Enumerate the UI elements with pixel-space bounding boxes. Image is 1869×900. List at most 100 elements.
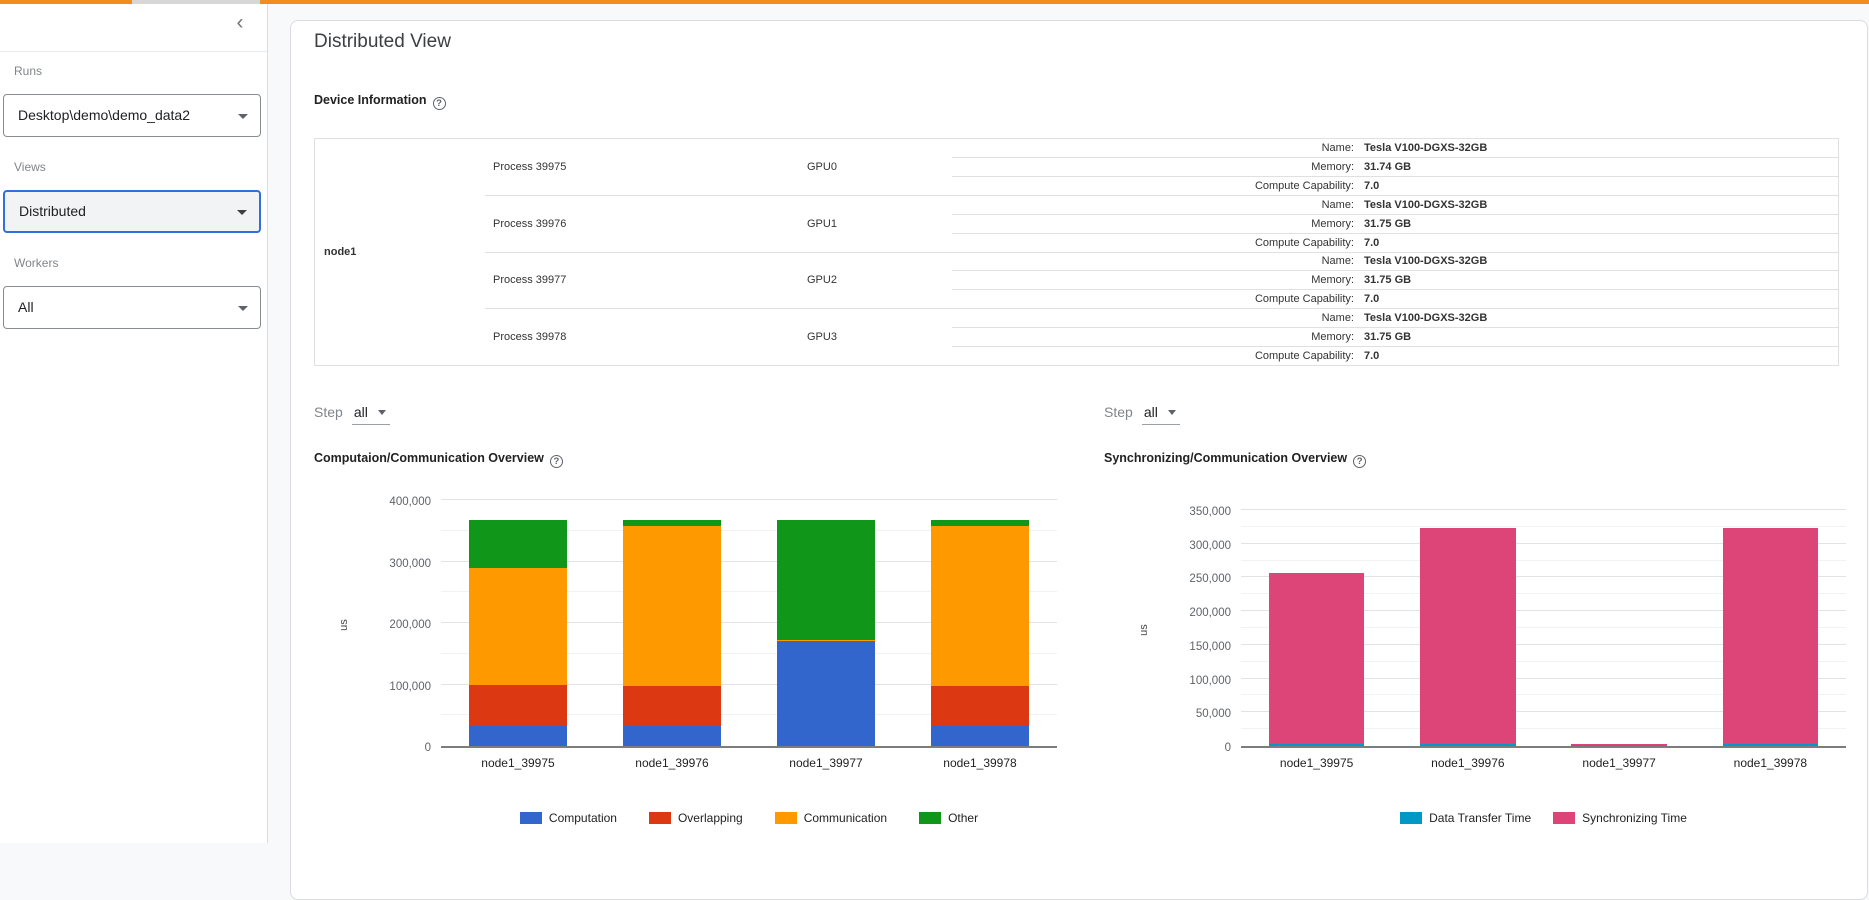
legend: Data Transfer Time Synchronizing Time — [1241, 811, 1846, 825]
gpu-cell: GPU3 — [782, 309, 952, 365]
bar-segment-computation[interactable] — [777, 642, 874, 746]
field-label: Compute Capability: — [952, 237, 1354, 249]
legend-item: Other — [919, 811, 978, 825]
bar-segment-data-transfer-time[interactable] — [1420, 744, 1515, 746]
process-cell: Process 39975 — [485, 139, 782, 195]
field-value: 31.75 GB — [1354, 274, 1838, 286]
dropdown-caret-icon — [238, 114, 248, 119]
bar-segment-other[interactable] — [623, 520, 720, 527]
bar-segment-computation[interactable] — [623, 726, 720, 746]
dropdown-caret-icon — [238, 306, 248, 311]
category-label: node1_39976 — [1392, 756, 1543, 770]
distributed-view-card: Distributed View Device Information? nod… — [290, 20, 1868, 900]
bar-segment-other[interactable] — [777, 520, 874, 641]
device-information-header: Device Information? — [314, 93, 446, 110]
field-label: Name: — [952, 312, 1354, 324]
bar-segment-overlapping[interactable] — [931, 686, 1028, 727]
runs-select-value: Desktop\demo\demo_data2 — [18, 107, 190, 123]
field-label: Memory: — [952, 331, 1354, 343]
legend-swatch — [649, 812, 671, 824]
bar-segment-other[interactable] — [469, 520, 566, 568]
stacked-bar[interactable] — [1420, 528, 1515, 746]
y-tick-label: 200,000 — [1189, 607, 1231, 619]
stacked-bar[interactable] — [1269, 573, 1364, 746]
bar-segment-communication[interactable] — [469, 568, 566, 685]
step-caret-icon — [1168, 410, 1176, 415]
workers-label: Workers — [14, 256, 58, 270]
plot-area — [441, 502, 1057, 748]
bar-segment-data-transfer-time[interactable] — [1571, 745, 1666, 746]
bar-segment-other[interactable] — [931, 520, 1028, 527]
field-value: 7.0 — [1354, 350, 1838, 362]
chevron-left-icon[interactable]: ‹ — [227, 10, 253, 36]
bar-segment-data-transfer-time[interactable] — [1723, 744, 1818, 746]
field-value: 7.0 — [1354, 180, 1838, 192]
bar-slot — [441, 502, 595, 746]
help-icon[interactable]: ? — [550, 455, 563, 468]
gpu-memory-row: Memory:31.74 GB — [952, 157, 1838, 176]
field-label: Compute Capability: — [952, 350, 1354, 362]
runs-select[interactable]: Desktop\demo\demo_data2 — [3, 94, 261, 137]
legend-label: Data Transfer Time — [1429, 811, 1531, 825]
right-chart-title: Synchronizing/Communication Overview? — [1104, 451, 1366, 468]
field-label: Name: — [952, 199, 1354, 211]
bar-segment-synchronizing-time[interactable] — [1269, 573, 1364, 744]
legend-swatch — [1553, 812, 1575, 824]
bar-segment-communication[interactable] — [931, 526, 1028, 685]
gpu-memory-row: Memory:31.75 GB — [952, 214, 1838, 233]
bar-segment-data-transfer-time[interactable] — [1269, 744, 1364, 746]
stacked-bar[interactable] — [1571, 744, 1666, 746]
stacked-bar[interactable] — [469, 520, 566, 746]
bar-segment-synchronizing-time[interactable] — [1420, 528, 1515, 744]
process-cell: Process 39977 — [485, 253, 782, 309]
sidebar-divider — [0, 51, 267, 52]
node-cell: node1 — [315, 139, 485, 365]
gridline — [1241, 509, 1846, 510]
help-icon[interactable]: ? — [1353, 455, 1366, 468]
bar-segment-overlapping[interactable] — [469, 685, 566, 727]
views-select[interactable]: Distributed — [3, 190, 261, 233]
bar-slot — [1695, 512, 1846, 746]
bar-segment-computation[interactable] — [469, 726, 566, 746]
legend-item: Data Transfer Time — [1400, 811, 1531, 825]
gpu-compute-row: Compute Capability:7.0 — [952, 346, 1838, 365]
bar-slot — [1544, 512, 1695, 746]
help-icon[interactable]: ? — [433, 97, 446, 110]
stacked-bar[interactable] — [1723, 528, 1818, 746]
field-label: Memory: — [952, 274, 1354, 286]
y-tick-label: 50,000 — [1196, 708, 1231, 720]
bars-layer — [1241, 512, 1846, 746]
bar-segment-computation[interactable] — [931, 726, 1028, 746]
field-value: 7.0 — [1354, 237, 1838, 249]
workers-select[interactable]: All — [3, 286, 261, 329]
gpu-compute-row: Compute Capability:7.0 — [952, 289, 1838, 308]
stacked-bar[interactable] — [777, 520, 874, 746]
category-label: node1_39977 — [749, 756, 903, 770]
step-select-left[interactable]: all — [352, 404, 390, 425]
stacked-bar[interactable] — [931, 520, 1028, 746]
category-label: node1_39978 — [903, 756, 1057, 770]
legend-label: Computation — [549, 811, 617, 825]
bar-segment-synchronizing-time[interactable] — [1723, 528, 1818, 744]
bar-segment-overlapping[interactable] — [623, 686, 720, 726]
y-tick-label: 350,000 — [1189, 506, 1231, 518]
bar-segment-communication[interactable] — [623, 526, 720, 685]
bar-slot — [1241, 512, 1392, 746]
stacked-bar[interactable] — [623, 520, 720, 746]
legend-item: Synchronizing Time — [1553, 811, 1687, 825]
left-chart-title: Computaion/Communication Overview? — [314, 451, 563, 468]
gpu-cell: GPU0 — [782, 139, 952, 195]
y-tick-label: 0 — [425, 742, 431, 754]
bars-layer — [441, 502, 1057, 746]
step-select-right[interactable]: all — [1142, 404, 1180, 425]
y-tick-label: 0 — [1225, 742, 1231, 754]
